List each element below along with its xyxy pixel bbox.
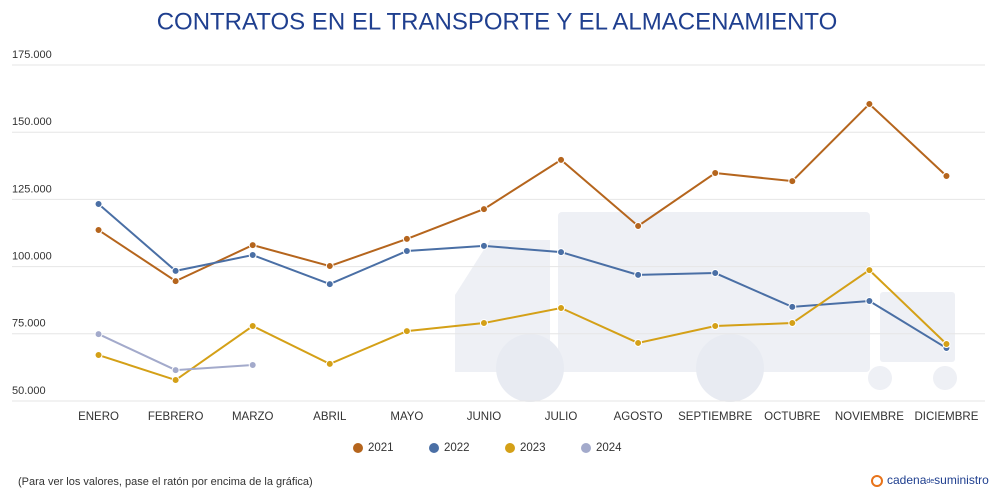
data-point bbox=[325, 359, 334, 368]
data-point bbox=[634, 222, 643, 231]
data-point bbox=[248, 360, 257, 369]
data-point bbox=[865, 266, 874, 275]
x-tick-label: JULIO bbox=[545, 411, 578, 423]
brand-icon bbox=[871, 475, 883, 487]
data-point bbox=[557, 303, 566, 312]
series bbox=[94, 99, 951, 286]
data-point bbox=[171, 266, 180, 275]
y-tick-label: 150.000 bbox=[12, 116, 52, 128]
data-point bbox=[171, 277, 180, 286]
data-point bbox=[711, 322, 720, 331]
x-tick-label: NOVIEMBRE bbox=[835, 411, 904, 423]
data-point bbox=[942, 340, 951, 349]
x-tick-label: ABRIL bbox=[313, 411, 347, 423]
truck-watermark bbox=[455, 212, 957, 402]
brand-text: cadenadesuministro bbox=[887, 473, 989, 487]
data-point bbox=[634, 338, 643, 347]
data-point bbox=[402, 234, 411, 243]
series bbox=[94, 199, 951, 353]
data-point bbox=[94, 199, 103, 208]
series-line bbox=[97, 102, 948, 283]
x-tick-label: FEBRERO bbox=[148, 411, 204, 423]
brand: cadenadesuministro bbox=[871, 473, 989, 487]
data-point bbox=[479, 241, 488, 250]
y-tick-label: 100.000 bbox=[12, 251, 52, 263]
brand-part: cadena bbox=[887, 473, 927, 487]
x-tick-label: MAYO bbox=[390, 411, 423, 423]
data-point bbox=[94, 351, 103, 360]
y-tick-label: 50.000 bbox=[12, 385, 46, 397]
x-tick-label: MARZO bbox=[232, 411, 274, 423]
legend-marker bbox=[353, 443, 363, 453]
data-point bbox=[711, 269, 720, 278]
legend-marker bbox=[505, 443, 515, 453]
data-point bbox=[248, 251, 257, 260]
data-point bbox=[171, 376, 180, 385]
data-point bbox=[171, 366, 180, 375]
data-point bbox=[402, 247, 411, 256]
x-tick-label: JUNIO bbox=[467, 411, 502, 423]
y-tick-label: 125.000 bbox=[12, 183, 52, 195]
legend-label: 2021 bbox=[368, 442, 394, 454]
legend-marker bbox=[581, 443, 591, 453]
x-tick-label: DICIEMBRE bbox=[915, 411, 979, 423]
data-point bbox=[788, 302, 797, 311]
data-point bbox=[402, 327, 411, 336]
data-point bbox=[94, 226, 103, 235]
data-point bbox=[634, 270, 643, 279]
brand-part: de bbox=[926, 478, 934, 485]
data-point bbox=[325, 262, 334, 271]
data-point bbox=[248, 322, 257, 331]
series-line bbox=[97, 203, 947, 349]
data-point bbox=[557, 248, 566, 257]
x-tick-label: ENERO bbox=[78, 411, 119, 423]
legend-label: 2023 bbox=[520, 442, 546, 454]
y-tick-label: 175.000 bbox=[12, 49, 52, 61]
data-point bbox=[325, 280, 334, 289]
data-point bbox=[942, 172, 951, 181]
data-point bbox=[788, 177, 797, 186]
series bbox=[94, 266, 951, 385]
data-point bbox=[865, 297, 874, 306]
note: (Para ver los valores, pase el ratón por… bbox=[18, 476, 313, 488]
series-line bbox=[98, 333, 253, 372]
data-point bbox=[479, 205, 488, 214]
legend-marker bbox=[429, 443, 439, 453]
legend-label: 2024 bbox=[596, 442, 622, 454]
data-point bbox=[94, 330, 103, 339]
legend-label: 2022 bbox=[444, 442, 470, 454]
data-point bbox=[248, 241, 257, 250]
y-tick-label: 75.000 bbox=[12, 318, 46, 330]
data-point bbox=[788, 319, 797, 328]
x-tick-label: SEPTIEMBRE bbox=[678, 411, 752, 423]
data-point bbox=[865, 99, 874, 108]
x-tick-label: OCTUBRE bbox=[764, 411, 821, 423]
data-point bbox=[711, 169, 720, 178]
series bbox=[94, 330, 257, 375]
brand-part: suministro bbox=[934, 473, 989, 487]
data-point bbox=[557, 155, 566, 164]
chart-title: CONTRATOS EN EL TRANSPORTE Y EL ALMACENA… bbox=[157, 8, 838, 35]
data-point bbox=[479, 319, 488, 328]
series-line bbox=[98, 268, 948, 382]
x-tick-label: AGOSTO bbox=[614, 411, 663, 423]
